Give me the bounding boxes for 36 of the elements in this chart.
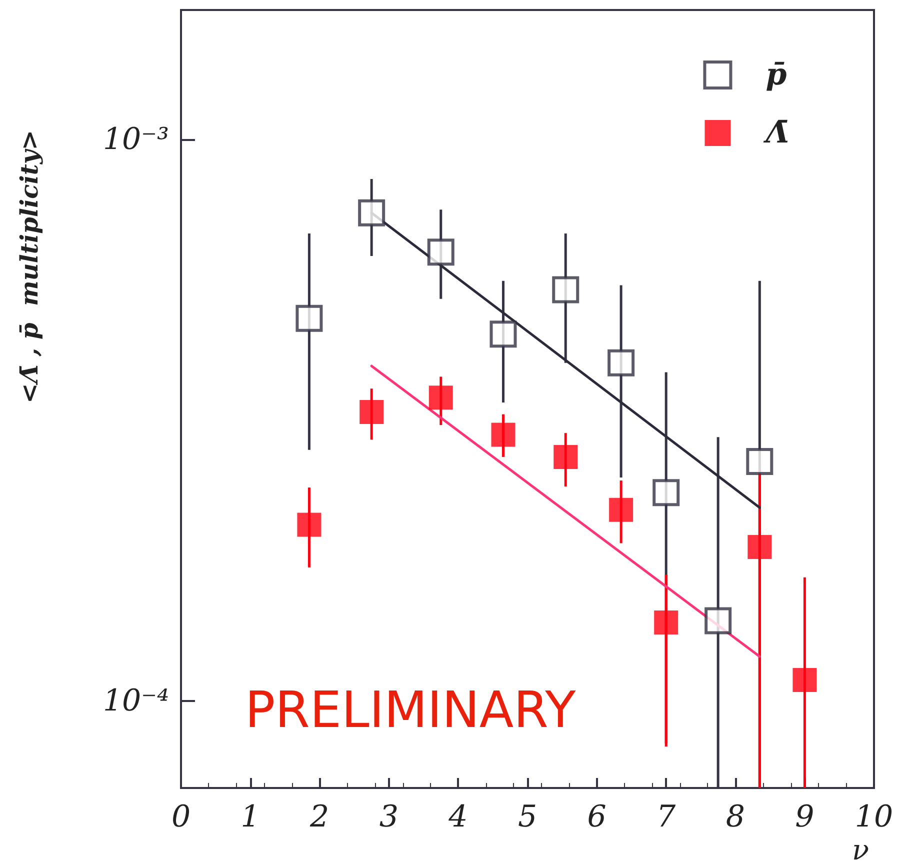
point xyxy=(609,498,634,522)
x-axis-title: ν xyxy=(852,834,870,866)
point xyxy=(554,444,578,469)
point xyxy=(652,479,680,506)
point xyxy=(296,304,323,332)
point xyxy=(608,349,635,376)
x-tick-label: 4 xyxy=(448,800,468,834)
x-tick-label: 8 xyxy=(726,800,745,834)
x-tick-label: 6 xyxy=(587,800,606,834)
legend-label: p̄ xyxy=(766,58,787,92)
point xyxy=(552,276,580,304)
point xyxy=(748,535,772,560)
point xyxy=(654,610,678,634)
x-tick-label: 5 xyxy=(518,800,538,834)
x-tick-label: 9 xyxy=(795,800,814,834)
x-tick-label: 1 xyxy=(240,800,260,834)
point xyxy=(297,512,322,537)
point xyxy=(490,320,517,348)
annotation: PRELIMINARY xyxy=(245,681,576,739)
point xyxy=(491,422,516,447)
x-tick-label: 3 xyxy=(379,800,398,834)
point xyxy=(746,448,774,475)
point xyxy=(358,199,386,226)
point xyxy=(427,238,454,266)
point xyxy=(360,400,384,424)
y-tick-label: 10⁻⁴ xyxy=(102,684,169,719)
point xyxy=(704,607,732,634)
x-tick-label: 10 xyxy=(854,800,894,834)
point xyxy=(428,386,453,410)
y-axis-title: <Λ̄ , p̄ multiplicity> xyxy=(14,130,44,404)
y-tick-label: 10⁻³ xyxy=(102,122,169,157)
point xyxy=(792,668,817,692)
x-tick-label: 0 xyxy=(171,800,191,834)
x-tick-label: 7 xyxy=(656,800,677,834)
x-tick-label: 2 xyxy=(309,800,330,834)
legend-label: Λ̄ xyxy=(762,116,790,150)
